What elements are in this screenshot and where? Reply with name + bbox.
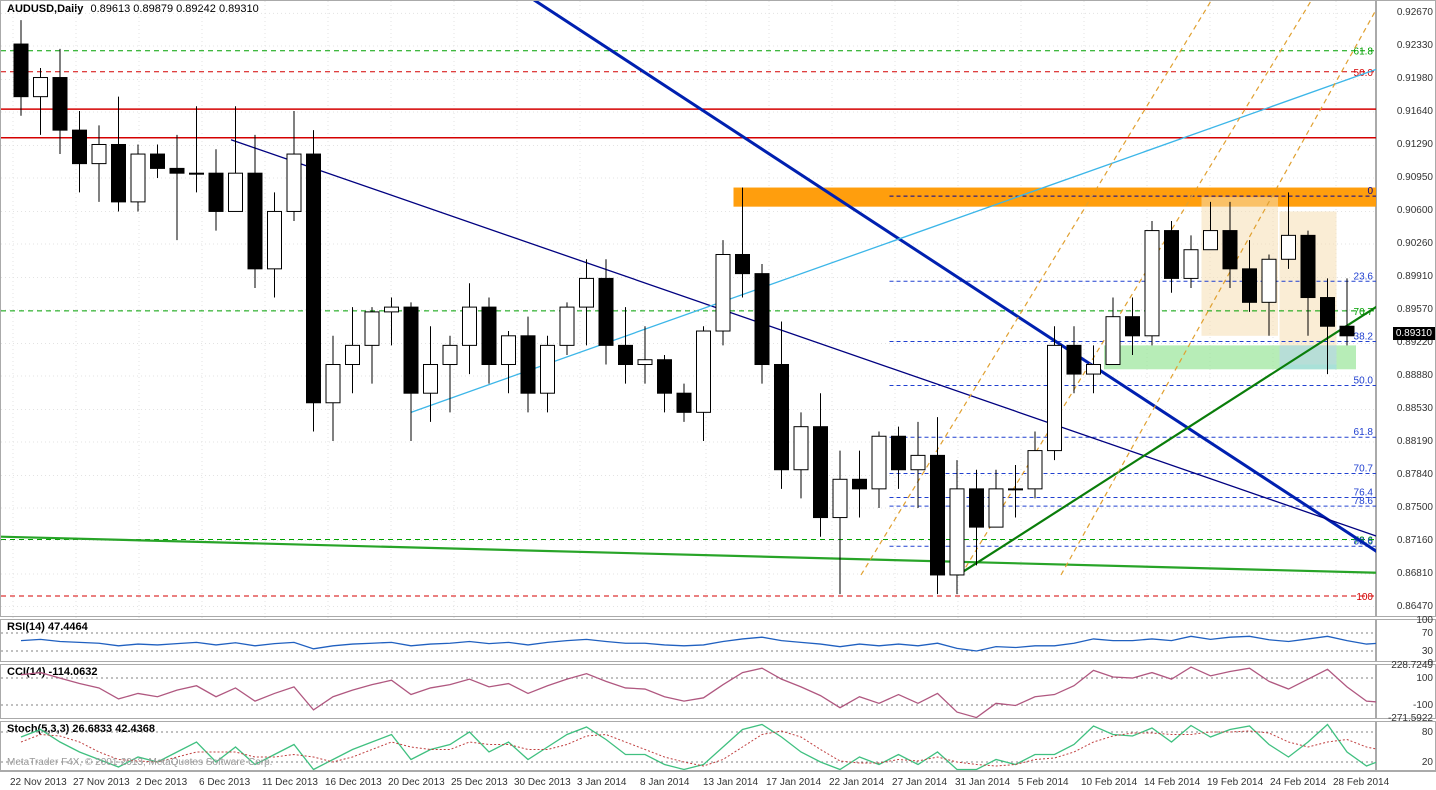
time-tick: 14 Feb 2014 bbox=[1144, 777, 1200, 788]
stochastic-axis: 8020 bbox=[1376, 721, 1436, 771]
time-tick: 24 Feb 2014 bbox=[1270, 777, 1326, 788]
main-chart[interactable]: AUDUSD,Daily 0.89613 0.89879 0.89242 0.8… bbox=[0, 0, 1376, 617]
svg-text:61.8: 61.8 bbox=[1354, 47, 1374, 58]
time-tick: 2 Dec 2013 bbox=[136, 777, 187, 788]
svg-text:61.8: 61.8 bbox=[1354, 427, 1374, 438]
price-tick: 0.90600 bbox=[1397, 205, 1433, 216]
price-tick: 0.87500 bbox=[1397, 502, 1433, 513]
current-price-label: 0.89310 bbox=[1393, 327, 1435, 340]
rsi-panel[interactable]: RSI(14) 47.4464 bbox=[0, 619, 1376, 662]
price-tick: 0.91640 bbox=[1397, 106, 1433, 117]
time-tick: 10 Feb 2014 bbox=[1081, 777, 1137, 788]
price-tick: 0.87160 bbox=[1397, 535, 1433, 546]
rsi-canvas bbox=[1, 620, 1377, 663]
time-tick: 8 Jan 2014 bbox=[640, 777, 690, 788]
time-tick: 20 Dec 2013 bbox=[388, 777, 445, 788]
time-tick: 27 Nov 2013 bbox=[73, 777, 130, 788]
price-tick: 0.89910 bbox=[1397, 271, 1433, 282]
price-tick: 0.88880 bbox=[1397, 370, 1433, 381]
rsi-axis: 10070300 bbox=[1376, 619, 1436, 662]
stochastic-panel[interactable]: Stoch(5,3,3) 26.6833 42.4368 MetaTrader … bbox=[0, 721, 1376, 771]
price-tick: 0.89570 bbox=[1397, 304, 1433, 315]
price-tick: 0.90260 bbox=[1397, 238, 1433, 249]
cci-panel[interactable]: CCI(14) -114.0632 bbox=[0, 664, 1376, 719]
cci-axis: 228.7249100-100-271.5922 bbox=[1376, 664, 1436, 719]
svg-text:50.0: 50.0 bbox=[1354, 376, 1374, 387]
time-tick: 28 Feb 2014 bbox=[1333, 777, 1389, 788]
time-tick: 22 Nov 2013 bbox=[10, 777, 67, 788]
price-tick: 0.86470 bbox=[1397, 601, 1433, 612]
svg-text:0: 0 bbox=[1367, 186, 1373, 197]
price-tick: 0.91980 bbox=[1397, 73, 1433, 84]
svg-text:70.7: 70.7 bbox=[1354, 464, 1374, 475]
svg-text:23.6: 23.6 bbox=[1354, 271, 1374, 282]
time-axis: 22 Nov 2013 27 Nov 2013 2 Dec 2013 6 Dec 20… bbox=[0, 771, 1436, 790]
time-tick: 16 Dec 2013 bbox=[325, 777, 382, 788]
time-tick: 25 Dec 2013 bbox=[451, 777, 508, 788]
price-tick: 0.90950 bbox=[1397, 172, 1433, 183]
time-tick: 19 Feb 2014 bbox=[1207, 777, 1263, 788]
time-tick: 22 Jan 2014 bbox=[829, 777, 884, 788]
cci-canvas bbox=[1, 665, 1377, 720]
svg-text:38.2: 38.2 bbox=[1354, 332, 1374, 343]
price-tick: 0.92330 bbox=[1397, 40, 1433, 51]
price-tick: 0.91290 bbox=[1397, 139, 1433, 150]
time-tick: 5 Feb 2014 bbox=[1018, 777, 1069, 788]
price-tick: 0.88190 bbox=[1397, 436, 1433, 447]
price-tick: 0.92670 bbox=[1397, 7, 1433, 18]
svg-text:78.6: 78.6 bbox=[1354, 496, 1374, 507]
time-tick: 6 Dec 2013 bbox=[199, 777, 250, 788]
chart-canvas: 61.850.070.778.6100023.638.250.061.870.7… bbox=[1, 1, 1377, 618]
time-tick: 31 Jan 2014 bbox=[955, 777, 1010, 788]
price-axis: 0.92670 0.92330 0.91980 0.91640 0.91290 0.909… bbox=[1376, 0, 1436, 617]
price-tick: 0.86810 bbox=[1397, 568, 1433, 579]
time-tick: 3 Jan 2014 bbox=[577, 777, 627, 788]
svg-text:100: 100 bbox=[1356, 592, 1373, 603]
time-tick: 13 Jan 2014 bbox=[703, 777, 758, 788]
time-tick: 30 Dec 2013 bbox=[514, 777, 571, 788]
time-tick: 17 Jan 2014 bbox=[766, 777, 821, 788]
price-tick: 0.87840 bbox=[1397, 469, 1433, 480]
time-tick: 11 Dec 2013 bbox=[262, 777, 318, 788]
copyright-text: MetaTrader F4X, © 2001-2013, MetaQuotes … bbox=[7, 757, 272, 768]
time-tick: 27 Jan 2014 bbox=[892, 777, 947, 788]
price-tick: 0.88530 bbox=[1397, 403, 1433, 414]
